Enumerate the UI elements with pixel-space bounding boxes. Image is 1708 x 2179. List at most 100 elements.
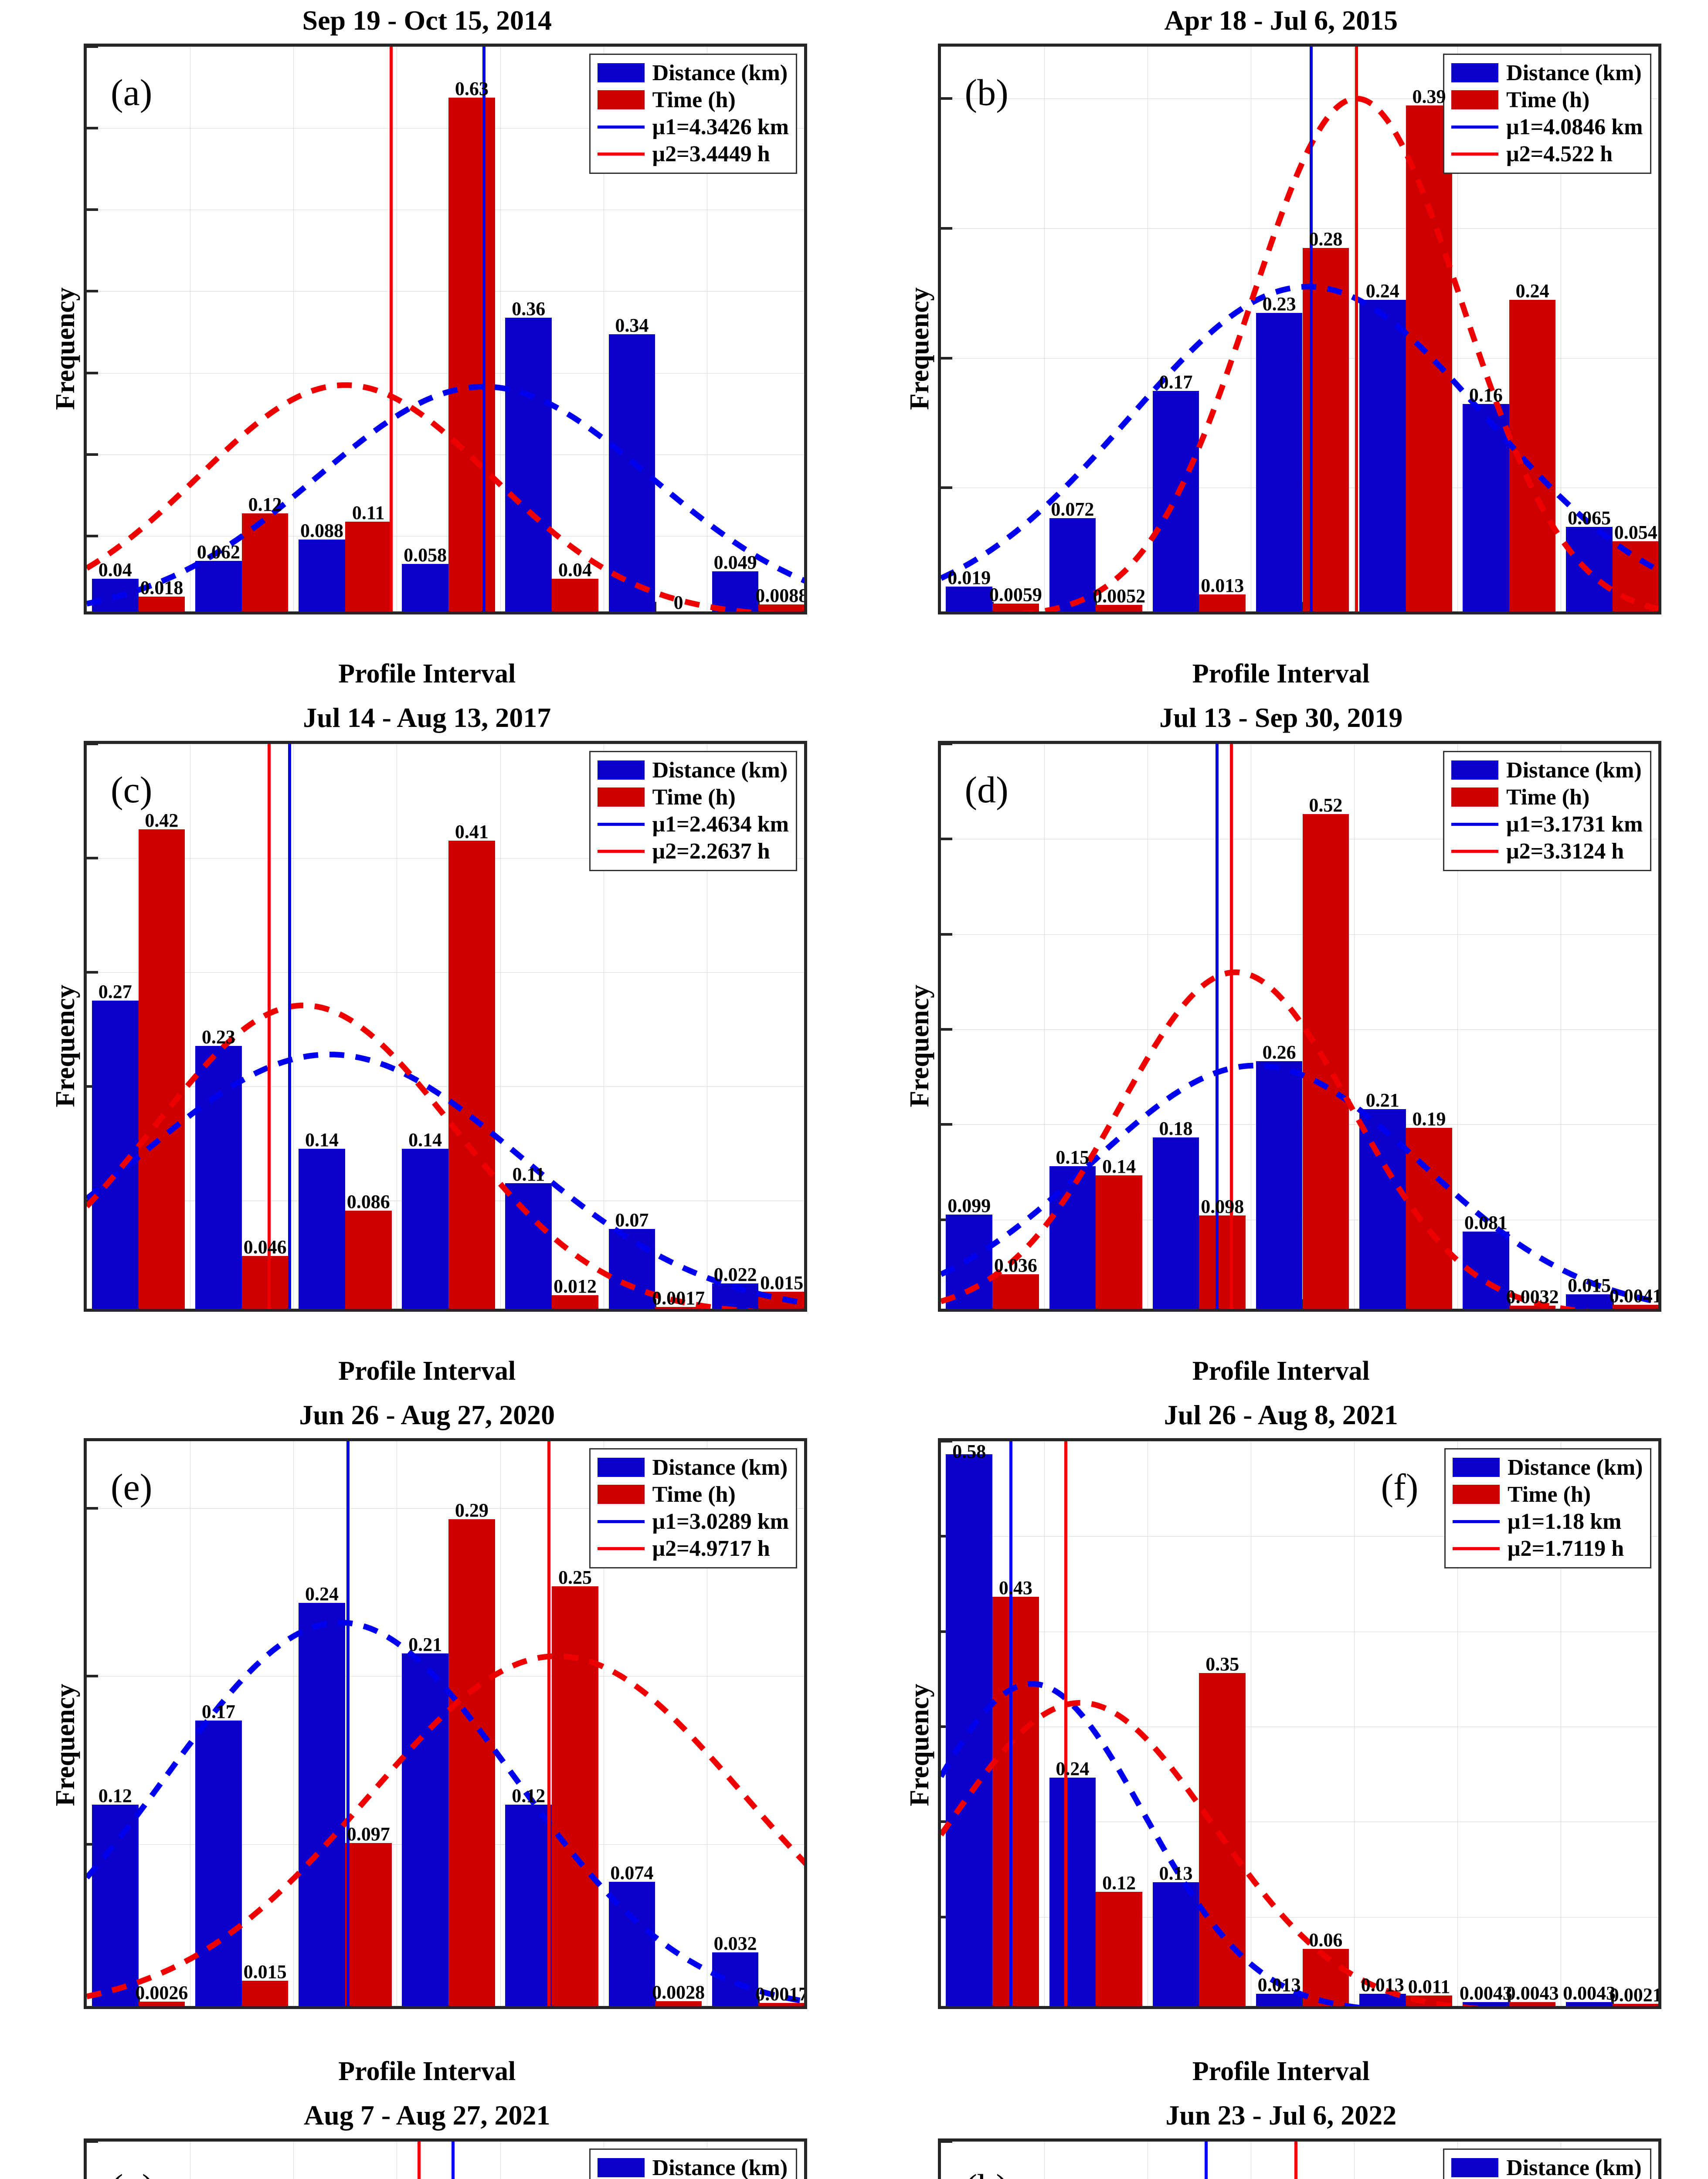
distance-bar <box>1566 1294 1613 1309</box>
distance-bar-value-label: 0.088 <box>300 520 343 542</box>
gridline-vertical <box>293 1441 294 2006</box>
legend-row: Time (h) <box>1452 1481 1643 1508</box>
time-bar <box>1612 2004 1658 2006</box>
mu2-mean-line <box>1064 1441 1068 2006</box>
legend-row: Distance (km) <box>597 1454 789 1481</box>
distance-bar-value-label: 0.074 <box>610 1862 654 1884</box>
legend-time-swatch <box>1452 1485 1500 1504</box>
legend-row: μ2=3.4449 h <box>597 140 789 167</box>
plot-area: 00.10.20.312345670.120.170.240.210.120.0… <box>84 1438 807 2009</box>
time-bar-value-label: 0.015 <box>760 1272 804 1293</box>
legend-mu2-line <box>597 1547 645 1550</box>
distance-bar <box>1049 1166 1096 1309</box>
y-tick-mark <box>87 857 98 859</box>
gridline-vertical <box>1354 1441 1355 2006</box>
time-bar <box>138 829 185 1309</box>
time-bar-value-label: 0.086 <box>346 1191 390 1212</box>
time-bar <box>345 522 392 611</box>
y-tick-mark <box>87 1675 98 1678</box>
distance-bar-value-label: 0.099 <box>947 1195 991 1216</box>
time-bar <box>552 579 598 611</box>
distance-bar-value-label: 0.21 <box>1365 1089 1399 1111</box>
subplot-title: Apr 18 - Jul 6, 2015 <box>1164 5 1398 36</box>
distance-bar <box>1359 1109 1406 1309</box>
y-tick-mark <box>941 2142 952 2143</box>
distance-bar <box>712 571 759 611</box>
legend-distance-label: Distance (km) <box>652 1455 788 1480</box>
legend-row: μ2=4.522 h <box>1451 140 1643 167</box>
mu1-mean-line <box>346 1441 350 2006</box>
gridline-vertical <box>500 1441 501 2006</box>
legend-row: μ1=4.0846 km <box>1451 113 1643 140</box>
y-tick-mark <box>941 1028 952 1031</box>
panel-letter: (h) <box>965 2165 1009 2179</box>
distance-bar-value-label: 0.13 <box>1159 1863 1193 1884</box>
distance-bar <box>402 1653 448 2006</box>
gridline-horizontal <box>941 934 1658 935</box>
subplot-title: Sep 19 - Oct 15, 2014 <box>302 5 552 36</box>
legend-mu2-line <box>1452 1547 1500 1550</box>
distance-bar <box>195 1046 242 1309</box>
x-tick-mark <box>654 1996 657 2006</box>
y-tick-mark <box>941 356 952 360</box>
legend: Distance (km)Time (h)μ1=3.0675 kmμ2=3.93… <box>1443 2148 1651 2179</box>
distance-bar-value-label: 0.058 <box>404 544 447 566</box>
gridline-vertical <box>1457 1441 1458 2006</box>
mu1-mean-line <box>1215 744 1219 1309</box>
gridline-horizontal <box>87 128 804 129</box>
legend: Distance (km) Time (h) μ1=1.18 km μ2=1.7119… <box>1444 1448 1651 1568</box>
panel-letter: (c) <box>111 769 153 811</box>
gridline-horizontal <box>87 1508 804 1509</box>
plot-area: 00.10.20.30.40.50.60.70.80.912345670.028… <box>84 2138 807 2179</box>
legend-distance-label: Distance (km) <box>652 60 788 85</box>
y-tick-mark <box>941 1441 952 1442</box>
time-bar-value-label: 0.04 <box>558 559 592 581</box>
distance-bar-value-label: 0.15 <box>1056 1146 1090 1168</box>
gridline-vertical <box>293 2142 294 2179</box>
legend-mu2-label: μ2=4.9717 h <box>652 1536 770 1561</box>
legend-row: Time (h) <box>597 1481 789 1508</box>
legend: Distance (km) Time (h) μ1=2.4634 km μ2=2.26… <box>589 751 797 871</box>
y-tick-mark <box>941 486 952 489</box>
legend-mu1-line <box>597 1520 645 1523</box>
y-tick-mark <box>87 47 98 48</box>
distance-bar-value-label: 0.062 <box>197 541 240 563</box>
distance-bar <box>402 1149 448 1309</box>
time-bar <box>448 1519 495 2006</box>
distance-bar-value-label: 0.11 <box>512 1163 545 1185</box>
y-tick-mark <box>941 744 952 745</box>
y-tick-mark <box>87 290 98 293</box>
subplot-c: Jul 14 - Aug 13, 2017 Frequency Profile In… <box>0 697 854 1395</box>
distance-bar <box>1152 390 1199 611</box>
plot-area: 00.10.20.30.40.50.612345670.0990.150.180… <box>937 741 1661 1312</box>
legend-mu1-label: μ1=2.4634 km <box>652 811 789 837</box>
fitted-distribution-curves <box>941 1681 1480 2006</box>
y-axis-label: Frequency <box>51 984 81 1107</box>
subplot-a: Sep 19 - Oct 15, 2014 Frequency Profile In… <box>0 0 854 697</box>
gridline-vertical <box>1354 744 1355 1309</box>
legend-distance-swatch <box>1451 760 1499 780</box>
legend-distance-label: Distance (km) <box>1506 60 1642 85</box>
legend-row: Time (h) <box>1451 784 1643 811</box>
x-tick-mark <box>1508 1996 1511 2006</box>
gridline-vertical <box>293 744 294 1309</box>
gridline-vertical <box>1354 2142 1355 2179</box>
legend-distance-swatch <box>597 760 645 780</box>
distance-bar-value-label: 0.18 <box>1159 1118 1193 1139</box>
time-bar-value-label: 0.046 <box>243 1236 287 1258</box>
legend-mu1-label: μ1=4.3426 km <box>652 114 789 139</box>
gridline-horizontal <box>87 972 804 973</box>
mu2-mean-line <box>267 744 271 1309</box>
legend-mu2-label: μ2=2.2637 h <box>652 838 770 864</box>
time-bar <box>448 98 495 611</box>
distance-bar-value-label: 0.0043 <box>1459 1982 1512 2004</box>
distance-bar-value-label: 0.23 <box>201 1026 235 1048</box>
distance-bar-value-label: 0.081 <box>1464 1212 1508 1234</box>
gridline-vertical <box>1354 47 1355 611</box>
time-bar-value-label: 0.054 <box>1614 522 1657 543</box>
legend-mu2-line <box>1451 152 1499 156</box>
time-bar-value-label: 0.14 <box>1102 1156 1136 1178</box>
distance-fit-curve <box>941 1681 1371 2006</box>
mu2-mean-line <box>417 2142 421 2179</box>
